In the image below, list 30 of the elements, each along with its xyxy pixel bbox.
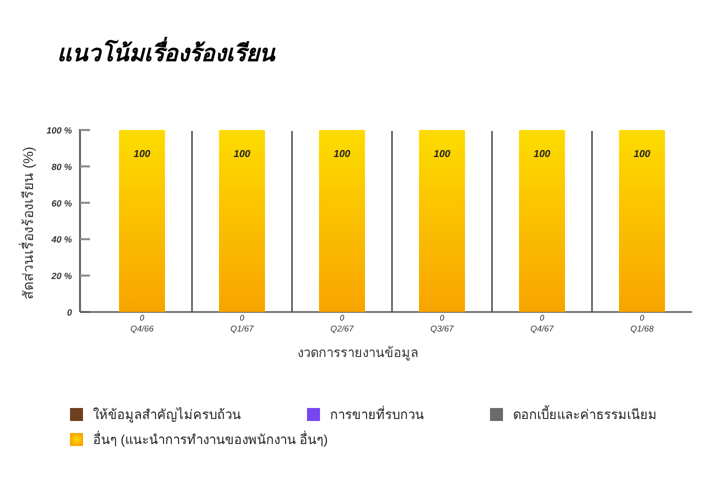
x-tick-label: Q4/66 — [130, 324, 154, 334]
data-label: 0 — [240, 314, 245, 322]
x-tick-label: Q1/67 — [230, 324, 254, 334]
y-tick-label: 40 % — [50, 234, 72, 245]
x-tick-label: Q3/67 — [430, 324, 454, 334]
y-axis-title: สัดส่วนเรื่องร้องเรียน (%) — [19, 146, 36, 300]
y-tick-label: 80 % — [51, 162, 72, 172]
data-label: 100 — [234, 149, 251, 160]
data-label: 100 — [334, 149, 351, 160]
legend-label: ให้ข้อมูลสำคัญไม่ครบถ้วน — [93, 407, 241, 423]
x-tick-label: Q2/67 — [330, 324, 354, 334]
data-label: 0 — [540, 314, 545, 322]
y-tick-label: 100 % — [46, 126, 72, 136]
data-label: 100 — [534, 149, 551, 160]
legend-label: ดอกเบี้ยและค่าธรรมเนียม — [513, 405, 657, 422]
x-tick-label: Q1/68 — [630, 324, 654, 334]
data-label: 0 — [640, 314, 645, 322]
x-tick-label: Q4/67 — [530, 324, 554, 334]
chart-title: แนวโน้มเรื่องร้องเรียน — [57, 36, 276, 66]
data-label: 100 — [434, 149, 451, 160]
y-tick-label: 0 — [66, 308, 72, 318]
data-label: 0 — [340, 314, 345, 322]
x-axis-title: งวดการรายงานข้อมูล — [298, 345, 418, 361]
legend-label: การขายที่รบกวน — [330, 406, 424, 422]
data-label: 0 — [440, 314, 445, 322]
data-label: 100 — [634, 149, 651, 160]
y-tick-label: 60 % — [51, 198, 72, 208]
y-tick-label: 20 % — [50, 271, 72, 282]
data-label: 100 — [134, 149, 151, 160]
data-label: 0 — [140, 314, 145, 322]
